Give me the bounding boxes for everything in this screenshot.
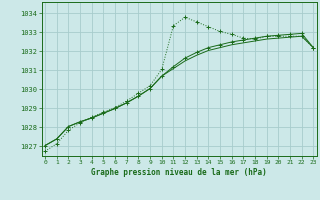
X-axis label: Graphe pression niveau de la mer (hPa): Graphe pression niveau de la mer (hPa) bbox=[91, 168, 267, 177]
